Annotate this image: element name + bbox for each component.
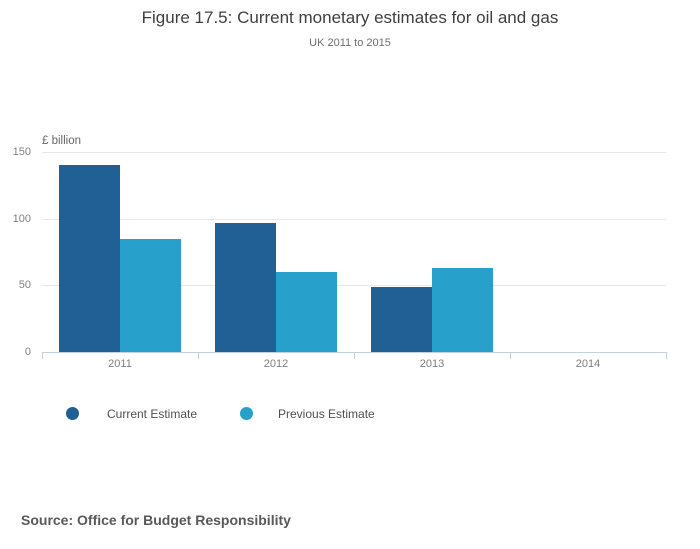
x-axis-tick [198,352,199,359]
y-tick-label-150: 150 [12,146,31,158]
legend-swatch-previous-estimate [240,407,253,420]
bar-previous-estimate-2013 [432,268,494,352]
legend-label-previous-estimate: Previous Estimate [278,407,375,421]
y-tick-label-50: 50 [18,279,31,292]
x-tick-label-2014: 2014 [575,358,601,370]
legend-swatch-current-estimate [66,407,79,420]
x-tick-label-2012: 2012 [263,358,289,370]
gridline-150 [42,152,666,153]
bar-current-estimate-2012 [214,222,276,352]
bar-previous-estimate-2012 [276,272,338,352]
x-tick-label-2013: 2013 [419,358,445,370]
bar-previous-estimate-2011 [120,238,182,352]
y-tick-label-0: 0 [24,346,31,358]
bar-current-estimate-2011 [58,165,120,352]
x-axis-tick [42,352,43,359]
bar-current-estimate-2013 [370,286,432,352]
chart-title: Figure 17.5: Current monetary estimates … [141,8,559,27]
x-axis-tick [510,352,511,359]
y-axis-unit-label: £ billion [42,135,81,147]
plot-area [42,152,667,359]
x-tick-label-2011: 2011 [108,358,132,370]
y-tick-label-100: 100 [12,212,31,225]
legend-label-current-estimate: Current Estimate [107,407,198,421]
source-note: Source: Office for Budget Responsibility [21,512,291,528]
chart-subtitle: UK 2011 to 2015 [309,37,391,49]
gridline-100 [42,218,666,220]
x-axis-tick [666,352,667,359]
x-axis-tick [354,352,355,359]
gridline-50 [42,285,666,287]
